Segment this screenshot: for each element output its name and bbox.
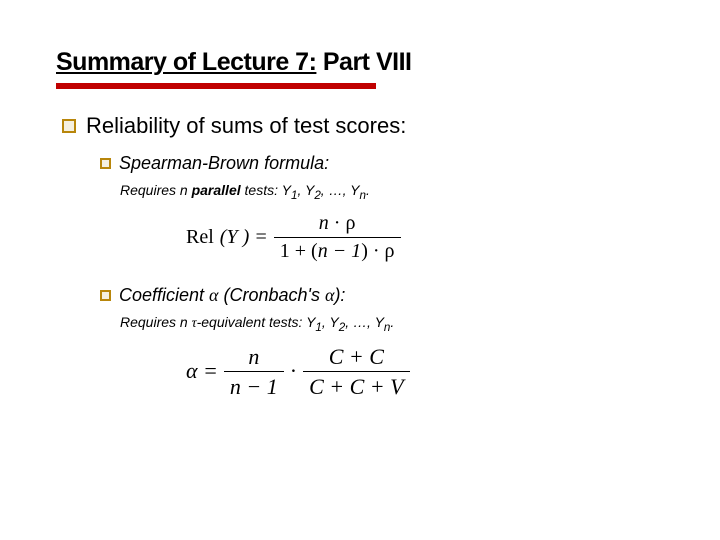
sb-label: Spearman-Brown formula: — [119, 153, 329, 174]
sb-requires: Requires n parallel tests: Y1, Y2, …, Yn… — [120, 182, 664, 202]
title-underlined: Summary of Lecture 7: — [56, 48, 316, 76]
dot-sep: · — [290, 358, 297, 384]
sb-fraction: n · ρ 1 + (n − 1) · ρ — [274, 212, 401, 263]
bullet-box-icon — [100, 158, 111, 169]
bullet-cronbach-alpha: Coefficient α (Cronbach's α): — [100, 285, 664, 306]
ca-formula: α = n n − 1 · C + C C + C + V — [186, 344, 664, 400]
title-rule — [56, 83, 376, 89]
rel-y: (Y ) = — [220, 226, 268, 249]
sb-formula: Rel (Y ) = n · ρ 1 + (n − 1) · ρ — [186, 212, 664, 263]
bullet-spearman-brown: Spearman-Brown formula: — [100, 153, 664, 174]
alpha-eq: α = — [186, 358, 218, 384]
bullet-box-icon — [62, 119, 76, 133]
slide-body: Summary of Lecture 7: Part VIII Reliabil… — [0, 0, 720, 399]
ca-frac-1: n n − 1 — [224, 344, 284, 400]
ca-requires: Requires n τ-equivalent tests: Y1, Y2, …… — [120, 314, 664, 334]
ca-label: Coefficient α (Cronbach's α): — [119, 285, 345, 306]
title-rest: Part VIII — [316, 48, 411, 76]
bullet-1-text: Reliability of sums of test scores: — [86, 113, 406, 139]
slide-title: Summary of Lecture 7: Part VIII — [56, 48, 664, 77]
bullet-box-icon — [100, 290, 111, 301]
ca-frac-2: C + C C + C + V — [303, 344, 409, 400]
bullet-level-1: Reliability of sums of test scores: — [62, 113, 664, 139]
rel-label: Rel — [186, 226, 214, 249]
